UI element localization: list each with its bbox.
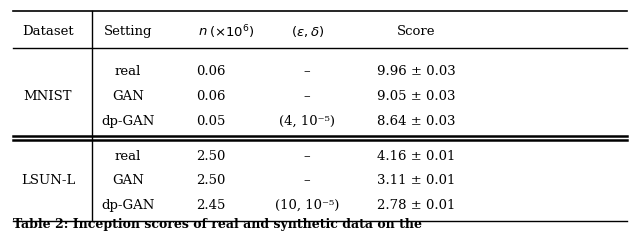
Text: 9.05 ± 0.03: 9.05 ± 0.03 <box>377 90 455 103</box>
Text: 2.50: 2.50 <box>196 150 226 163</box>
Text: (4, 10⁻⁵): (4, 10⁻⁵) <box>279 114 335 128</box>
Text: 0.06: 0.06 <box>196 65 226 78</box>
Text: 0.05: 0.05 <box>196 114 226 128</box>
Text: 2.78 ± 0.01: 2.78 ± 0.01 <box>377 199 455 212</box>
Text: real: real <box>115 65 141 78</box>
Text: Score: Score <box>397 25 435 38</box>
Text: Dataset: Dataset <box>22 25 74 38</box>
Text: 0.06: 0.06 <box>196 90 226 103</box>
Text: $n$: $n$ <box>198 25 208 38</box>
Text: –: – <box>304 174 310 188</box>
Text: 9.96 ± 0.03: 9.96 ± 0.03 <box>376 65 456 78</box>
Text: 2.50: 2.50 <box>196 174 226 188</box>
Text: (10, 10⁻⁵): (10, 10⁻⁵) <box>275 199 339 212</box>
Text: Setting: Setting <box>104 25 152 38</box>
Text: Table 2: Inception scores of real and synthetic data on the: Table 2: Inception scores of real and sy… <box>13 218 422 231</box>
Text: –: – <box>304 90 310 103</box>
Text: dp-GAN: dp-GAN <box>101 114 155 128</box>
Text: real: real <box>115 150 141 163</box>
Text: 2.45: 2.45 <box>196 199 226 212</box>
Text: GAN: GAN <box>112 90 144 103</box>
Text: –: – <box>304 150 310 163</box>
Text: 3.11 ± 0.01: 3.11 ± 0.01 <box>377 174 455 188</box>
Text: dp-GAN: dp-GAN <box>101 199 155 212</box>
Text: $(\epsilon,\delta)$: $(\epsilon,\delta)$ <box>291 24 324 39</box>
Text: GAN: GAN <box>112 174 144 188</box>
Text: LSUN-L: LSUN-L <box>21 174 75 188</box>
Text: $(\times10^6)$: $(\times10^6)$ <box>209 23 255 40</box>
Text: 8.64 ± 0.03: 8.64 ± 0.03 <box>377 114 455 128</box>
Text: 4.16 ± 0.01: 4.16 ± 0.01 <box>377 150 455 163</box>
Text: MNIST: MNIST <box>24 90 72 103</box>
Text: –: – <box>304 65 310 78</box>
